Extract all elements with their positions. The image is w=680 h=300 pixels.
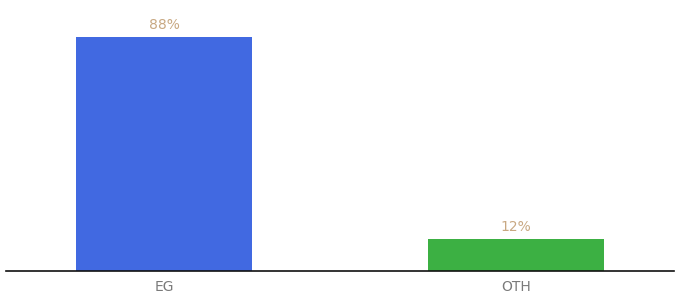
- Text: 88%: 88%: [148, 18, 180, 32]
- Bar: [76, 38, 252, 271]
- Text: 12%: 12%: [500, 220, 531, 234]
- Bar: [428, 239, 604, 271]
